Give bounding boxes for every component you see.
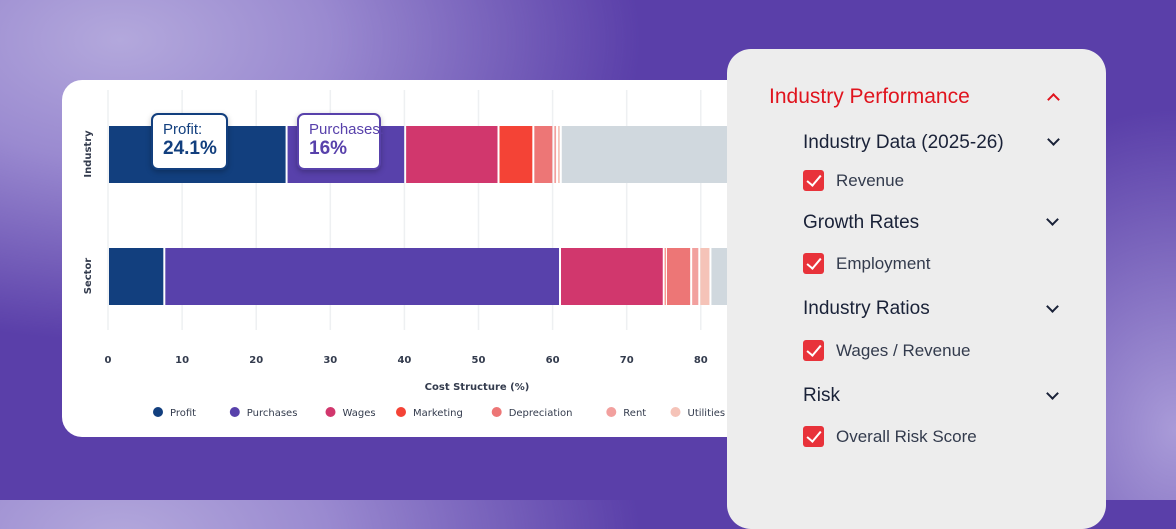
item-label[interactable]: Employment	[836, 254, 931, 273]
tooltip-value: 24.1%	[163, 138, 217, 159]
legend-label: Purchases	[247, 408, 298, 419]
chevron-down-icon[interactable]	[1046, 387, 1059, 400]
legend-label: Rent	[623, 408, 646, 419]
bar-segment-rent	[554, 126, 557, 183]
legend-label: Profit	[170, 408, 196, 419]
legend-marker	[606, 407, 617, 417]
legend-label: Marketing	[413, 408, 463, 419]
x-tick-label: 40	[397, 355, 411, 366]
y-category-label: Industry	[83, 130, 94, 178]
bar-segment-rent	[692, 248, 699, 305]
legend-marker	[325, 407, 336, 417]
legend-label: Depreciation	[509, 408, 573, 419]
item-label[interactable]: Wages / Revenue	[836, 341, 971, 360]
y-category-label: Sector	[83, 258, 94, 295]
bar-segment-depreciation	[666, 248, 691, 305]
legend-marker	[229, 407, 240, 417]
checkbox-wages-revenue[interactable]	[803, 340, 824, 361]
legend-marker	[670, 407, 681, 417]
checkbox-employment[interactable]	[803, 253, 824, 274]
bar-segment-wages	[406, 126, 498, 183]
x-tick-label: 0	[105, 355, 112, 366]
x-axis-title: Cost Structure (%)	[425, 382, 530, 393]
legend-marker	[396, 407, 406, 417]
chevron-up-icon[interactable]	[1047, 93, 1060, 106]
chevron-down-icon[interactable]	[1047, 133, 1060, 146]
panel-title[interactable]: Industry Performance	[769, 85, 970, 108]
bar-segment-purchases	[165, 248, 560, 305]
bar-segment-marketing	[664, 248, 666, 305]
tooltip-label: Purchases:	[309, 121, 385, 138]
x-tick-label: 80	[694, 355, 708, 366]
checkbox-revenue[interactable]	[803, 170, 824, 191]
item-label[interactable]: Revenue	[836, 171, 905, 190]
section-industry-ratios[interactable]: Industry Ratios	[803, 298, 930, 319]
filter-panel: Industry Performance Industry Data (2025…	[727, 49, 1106, 529]
bar-segment-depreciation	[534, 126, 553, 183]
section-growth-rates[interactable]: Growth Rates	[803, 212, 920, 233]
tooltip-value: 16%	[309, 138, 348, 159]
legend-label: Utilities	[688, 408, 726, 419]
x-tick-label: 20	[249, 355, 263, 366]
chart-card: 0 10 20 30 40 50 60 70 80 Industry Sector Cost Stru…	[62, 80, 762, 437]
section-industry-data[interactable]: Industry Data (2025-26)	[803, 132, 1004, 153]
legend-marker	[491, 407, 502, 417]
bar-segment-utilities	[558, 126, 560, 183]
bar-segment-profit	[109, 248, 164, 305]
bar-segment-wages	[561, 248, 663, 305]
item-label[interactable]: Overall Risk Score	[836, 427, 977, 446]
x-tick-label: 60	[546, 355, 560, 366]
tooltip-label: Profit:	[163, 121, 203, 138]
legend-marker	[153, 407, 163, 417]
legend-label: Wages	[343, 408, 376, 419]
section-risk[interactable]: Risk	[803, 385, 840, 406]
x-tick-label: 10	[175, 355, 189, 366]
chevron-down-icon[interactable]	[1046, 213, 1059, 226]
tooltip-purchases: Purchases: 16%	[297, 113, 385, 170]
x-tick-label: 50	[472, 355, 486, 366]
tooltip-profit: Profit: 24.1%	[151, 113, 228, 170]
bar-segment-utilities	[700, 248, 710, 305]
bar-segment-marketing	[499, 126, 533, 183]
checkbox-overall-risk[interactable]	[803, 426, 824, 447]
x-tick-label: 70	[620, 355, 634, 366]
x-tick-label: 30	[323, 355, 337, 366]
chevron-down-icon[interactable]	[1046, 300, 1059, 313]
